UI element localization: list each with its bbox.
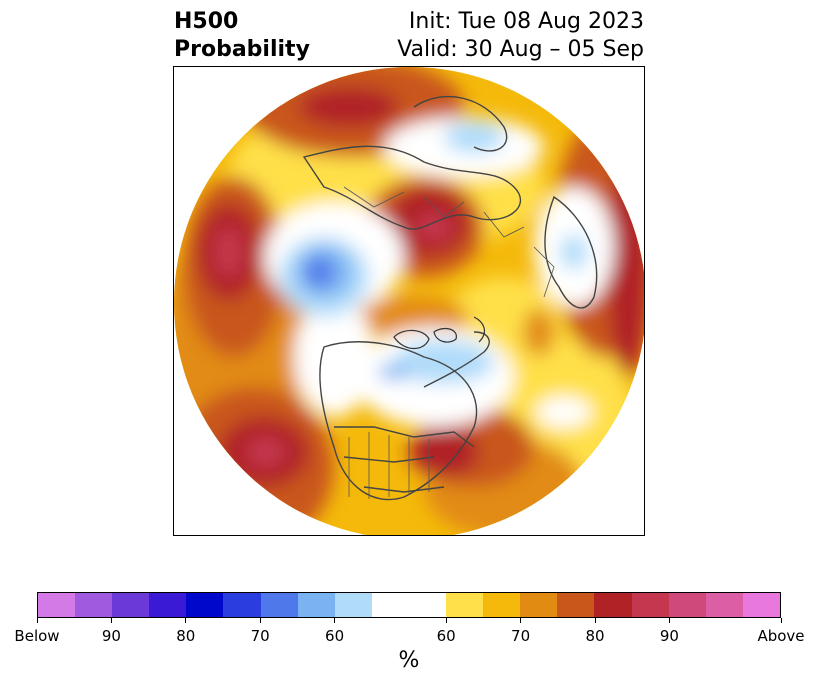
colorbar-tick-label: 90 [659, 627, 679, 645]
colorbar-tick-label: 70 [511, 627, 531, 645]
colorbar-tick-mark [445, 618, 447, 623]
colorbar-segment-above-6 [668, 593, 706, 617]
colorbar-segment-below-8 [334, 593, 372, 617]
colorbar-tick-mark [594, 618, 596, 623]
colorbar-segment-above-3 [557, 593, 595, 617]
colorbar-segment-neutral [371, 593, 447, 617]
colorbar [37, 592, 781, 618]
polar-map-svg [174, 67, 644, 535]
colorbar-segment-above-4 [594, 593, 632, 617]
colorbar-segment-below-0 [38, 593, 76, 617]
colorbar-segment-below-6 [260, 593, 298, 617]
colorbar-tick-label: 90 [101, 627, 121, 645]
map-title: H500 Probability [174, 8, 310, 64]
colorbar-tick-mark [668, 618, 670, 623]
init-date: Init: Tue 08 Aug 2023 [408, 9, 644, 34]
colorbar-tick-label: 80 [585, 627, 605, 645]
colorbar-tick-label: Below [14, 627, 60, 645]
colorbar-segment-above-5 [631, 593, 669, 617]
colorbar-tick-mark [334, 618, 336, 623]
colorbar-tick-mark [36, 618, 38, 623]
colorbar-tick-label: Above [757, 627, 805, 645]
colorbar-segment-above-7 [705, 593, 743, 617]
colorbar-tick-mark [185, 618, 187, 623]
borders [343, 186, 555, 499]
colorbar-segment-above-1 [483, 593, 521, 617]
colorbar-segment-below-3 [149, 593, 187, 617]
colorbar-tick-mark [780, 618, 782, 623]
colorbar-tick-label: 60 [325, 627, 345, 645]
north-america-arctic-islands [393, 316, 486, 350]
title-type: Probability [174, 37, 310, 62]
map-subtitle: Init: Tue 08 Aug 2023 Valid: 30 Aug – 05… [397, 8, 644, 64]
colorbar-tick-mark [520, 618, 522, 623]
title-variable: H500 [174, 9, 239, 34]
colorbar-segment-below-1 [75, 593, 113, 617]
colorbar-unit: % [398, 648, 420, 673]
colorbar-tick-label: 60 [436, 627, 456, 645]
valid-range: Valid: 30 Aug – 05 Sep [397, 37, 644, 62]
colorbar-tick-mark [259, 618, 261, 623]
colorbar-segment-below-2 [112, 593, 150, 617]
colorbar-tick-label: 80 [176, 627, 196, 645]
colorbar-tick-label: 70 [250, 627, 270, 645]
colorbar-segment-above-2 [520, 593, 558, 617]
colorbar-segment-above-8 [742, 593, 780, 617]
probability-field [174, 67, 644, 535]
colorbar-tick-mark [110, 618, 112, 623]
polar-map [173, 66, 645, 536]
colorbar-segment-below-7 [297, 593, 335, 617]
colorbar-segment-below-4 [186, 593, 224, 617]
colorbar-segment-below-5 [223, 593, 261, 617]
colorbar-segment-above-0 [446, 593, 484, 617]
